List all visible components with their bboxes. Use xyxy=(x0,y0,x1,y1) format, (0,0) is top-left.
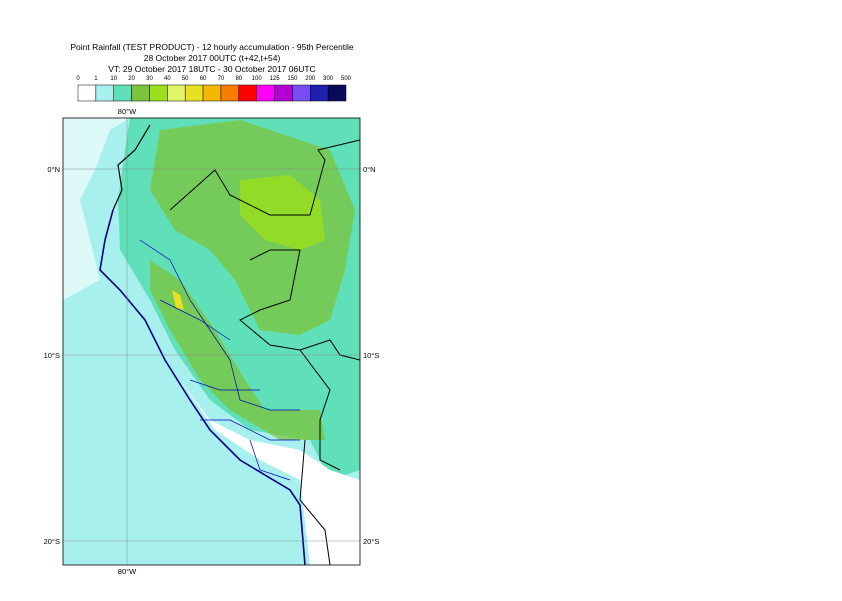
legend-swatch xyxy=(327,84,347,102)
lon-label: 80°W xyxy=(118,567,137,576)
lat-label: 10°S xyxy=(44,351,60,360)
legend-swatch xyxy=(167,84,186,102)
legend-label: 125 xyxy=(270,76,281,82)
legend-swatch xyxy=(310,84,329,102)
border xyxy=(169,139,360,565)
lat-label: 0°N xyxy=(47,165,60,174)
legend: 0 1 10 20 30 40 50 60 70 80 100 125 150 200 300 500 xyxy=(76,76,352,102)
dry-area xyxy=(63,118,130,300)
legend-swatch xyxy=(256,84,275,102)
lat-label: 20°S xyxy=(363,537,379,546)
legend-label: 150 xyxy=(287,76,298,82)
legend-swatch xyxy=(292,84,311,102)
map-frame xyxy=(62,117,361,566)
legend-label: 100 xyxy=(252,76,263,82)
legend-label: 50 xyxy=(182,76,189,82)
coastline xyxy=(112,124,151,211)
lat-label: 10°S xyxy=(363,351,379,360)
legend-swatch xyxy=(238,84,257,102)
legend-swatch xyxy=(220,84,240,102)
legend-label: 70 xyxy=(218,76,225,82)
legend-swatch xyxy=(113,84,132,102)
legend-label: 30 xyxy=(146,76,153,82)
legend-swatch xyxy=(274,84,293,102)
legend-label: 0 xyxy=(76,76,80,82)
region-border xyxy=(139,239,300,481)
legend-label: 1 xyxy=(94,76,98,82)
coastline xyxy=(99,209,306,565)
legend-swatch xyxy=(202,84,222,102)
lat-label: 20°S xyxy=(44,537,60,546)
legend-label: 80 xyxy=(235,76,242,82)
legend-label: 500 xyxy=(341,76,352,82)
legend-label: 20 xyxy=(128,76,135,82)
title-line: VT: 29 October 2017 18UTC - 30 October 2… xyxy=(108,64,315,74)
legend-swatch xyxy=(77,84,97,102)
legend-label: 300 xyxy=(323,76,334,82)
legend-label: 10 xyxy=(110,76,117,82)
legend-swatch xyxy=(95,84,114,102)
lon-label: 80°W xyxy=(118,107,137,116)
legend-label: 200 xyxy=(305,76,316,82)
title-line: Point Rainfall (TEST PRODUCT) - 12 hourl… xyxy=(70,42,354,52)
legend-label: 40 xyxy=(164,76,171,82)
legend-swatch xyxy=(131,84,150,102)
rain-area xyxy=(240,175,325,250)
legend-swatch xyxy=(149,84,168,102)
legend-label: 60 xyxy=(200,76,207,82)
title-line: 28 October 2017 00UTC (t+42,t+54) xyxy=(144,53,281,63)
map xyxy=(63,118,360,565)
legend-swatch xyxy=(184,84,204,102)
lat-label: 0°N xyxy=(363,165,376,174)
rain-area xyxy=(172,290,184,310)
